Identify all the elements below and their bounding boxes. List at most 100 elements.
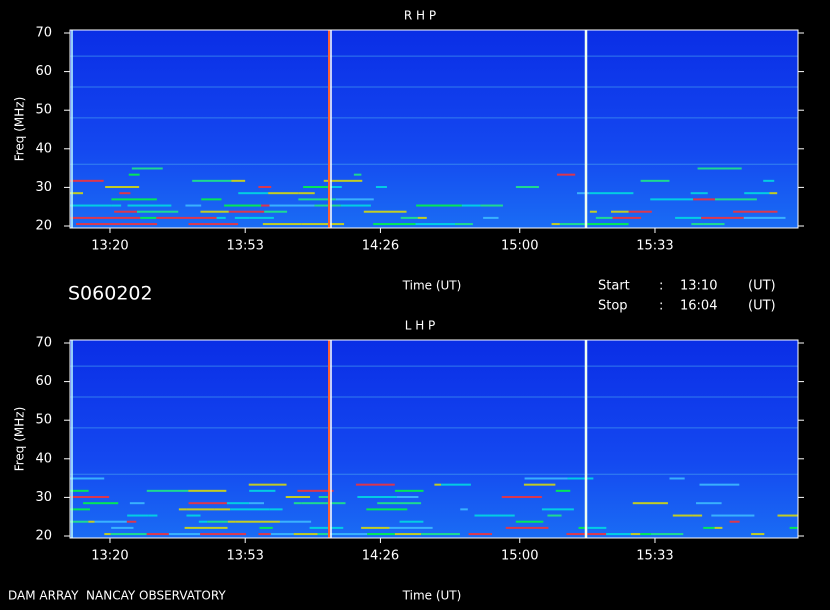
spectrum-texture xyxy=(70,520,89,523)
spectrum-texture xyxy=(262,223,302,226)
spectrum-texture xyxy=(468,533,493,536)
spectrum-texture xyxy=(690,192,708,195)
spectrum-texture xyxy=(363,210,407,213)
spectrum-texture xyxy=(632,502,668,505)
spectrum-texture xyxy=(200,210,229,213)
spectrum-texture xyxy=(269,508,283,511)
spectrum-texture xyxy=(460,508,468,511)
spectrum-texture xyxy=(355,483,395,486)
spectrum-texture xyxy=(111,204,122,207)
spectrum-texture xyxy=(261,204,270,207)
spectrum-texture xyxy=(238,192,269,195)
observation-id: S060202 xyxy=(68,283,153,305)
spectrum-texture xyxy=(249,216,274,219)
spectrum-texture xyxy=(416,204,462,207)
x-tick-label: 13:53 xyxy=(226,549,263,564)
spectrum-texture xyxy=(293,502,302,505)
spectrum-texture xyxy=(366,508,408,511)
spectrum-texture xyxy=(547,514,562,517)
spectrum-texture xyxy=(293,533,318,536)
spectrum-texture xyxy=(651,533,684,536)
spectrum-texture xyxy=(227,520,236,523)
start-time: 13:10 xyxy=(680,279,717,294)
y-tick-label: 40 xyxy=(35,451,52,466)
stop-time: 16:04 xyxy=(680,299,717,314)
spectrum-texture xyxy=(303,186,331,189)
spectrum-texture xyxy=(105,186,140,189)
spectrum-texture xyxy=(612,216,642,219)
x-tick-label: 13:20 xyxy=(91,239,128,254)
spectrum-texture xyxy=(515,520,544,523)
spectrum-texture xyxy=(104,533,111,536)
spectrum-texture xyxy=(551,223,560,226)
spectrum-texture xyxy=(567,477,594,480)
spectrum-texture xyxy=(76,223,94,226)
spectrum-texture xyxy=(156,216,176,219)
spectrum-texture xyxy=(441,483,471,486)
spectrum-texture xyxy=(70,216,97,219)
spectrum-texture xyxy=(216,216,226,219)
spectrum-texture xyxy=(214,508,231,511)
y-tick-label: 30 xyxy=(35,490,52,505)
spectrum-texture xyxy=(323,179,363,182)
spectrum-texture xyxy=(70,489,89,492)
spectrum-texture xyxy=(301,502,346,505)
spectrum-texture xyxy=(375,186,387,189)
spectrum-texture xyxy=(136,210,179,213)
y-tick-label: 50 xyxy=(35,413,52,428)
spectrum-texture xyxy=(396,496,419,499)
spectrum-texture xyxy=(314,204,341,207)
spectrum-texture xyxy=(70,204,112,207)
spectrum-texture xyxy=(226,502,249,505)
spectrum-texture xyxy=(400,216,418,219)
spectrum-texture xyxy=(586,223,629,226)
y-tick-label: 60 xyxy=(35,374,52,389)
spectrum-texture xyxy=(434,483,442,486)
spectrum-texture xyxy=(606,533,631,536)
spectrum-texture xyxy=(224,204,262,207)
y-axis-label: Freq (MHz) xyxy=(13,97,27,162)
spectrum-texture xyxy=(88,520,95,523)
spectrum-texture xyxy=(198,520,208,523)
spectrum-texture xyxy=(200,533,247,536)
spectrum-texture xyxy=(207,520,228,523)
time-unit: (UT) xyxy=(748,279,776,294)
spectrum-texture xyxy=(114,210,137,213)
x-tick-label: 15:00 xyxy=(501,239,538,254)
spectrum-texture xyxy=(483,216,499,219)
spectrum-texture xyxy=(268,192,299,195)
spectrum-texture xyxy=(186,508,215,511)
spectrum-texture xyxy=(70,179,104,182)
spectrum-texture xyxy=(640,179,670,182)
spectrum-texture xyxy=(650,198,694,201)
spectrum-texture xyxy=(357,496,397,499)
spectrum-texture xyxy=(789,526,798,529)
spectrum-texture xyxy=(692,514,703,517)
spectrum-texture xyxy=(129,502,145,505)
spectrum-texture xyxy=(120,223,158,226)
x-tick-label: 14:26 xyxy=(362,239,399,254)
spectrum-texture xyxy=(126,520,137,523)
spectrum-texture xyxy=(373,223,416,226)
spectrum-texture xyxy=(480,204,503,207)
spectrum-texture xyxy=(270,533,294,536)
spectrum-texture xyxy=(140,216,157,219)
spectrum-background xyxy=(70,30,798,228)
spectrum-texture xyxy=(148,514,158,517)
spectrum-texture xyxy=(701,216,744,219)
spectrum-texture xyxy=(231,179,246,182)
spectrum-texture xyxy=(146,489,189,492)
x-tick-label: 15:33 xyxy=(636,239,673,254)
y-tick-label: 20 xyxy=(35,219,52,234)
spectrum-texture xyxy=(587,526,607,529)
spectrum-texture xyxy=(454,223,473,226)
spectrum-texture xyxy=(110,533,147,536)
spectrum-texture xyxy=(318,496,329,499)
spectrum-texture xyxy=(461,204,481,207)
spectrum-texture xyxy=(777,514,798,517)
spectrum-texture xyxy=(259,526,273,529)
spectrum-texture xyxy=(192,179,232,182)
spectrum-texture xyxy=(555,489,571,492)
separator: : xyxy=(659,279,663,294)
footer: DAM ARRAY NANCAY OBSERVATORY xyxy=(8,589,226,603)
